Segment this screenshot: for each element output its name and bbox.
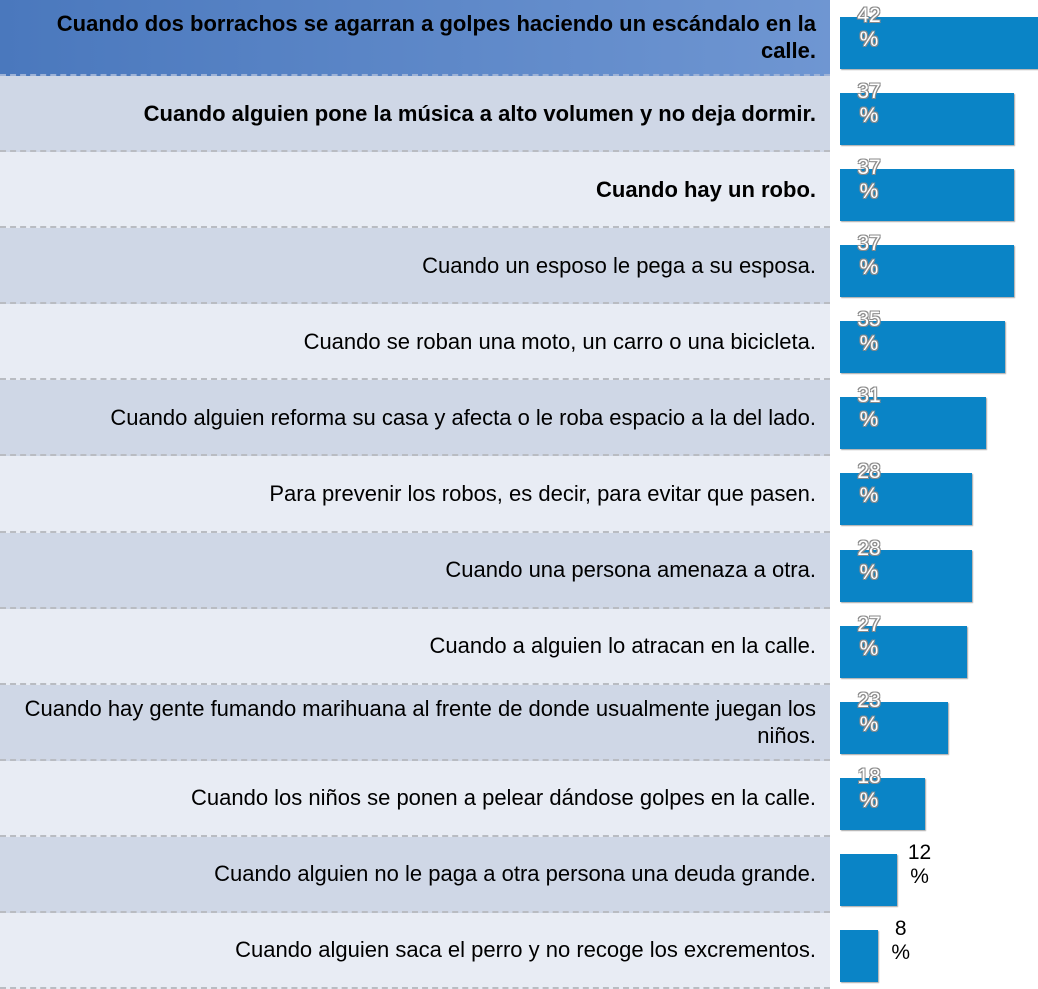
category-label: Cuando un esposo le pega a su esposa. [0, 228, 830, 305]
value-label: 18 % [857, 764, 881, 812]
category-label: Cuando a alguien lo atracan en la calle. [0, 608, 830, 685]
bar [840, 853, 897, 906]
bar [840, 321, 1005, 374]
value-label: 37 % [857, 232, 881, 280]
value-label: 37 % [857, 156, 881, 204]
bar [840, 397, 987, 450]
category-label: Cuando hay gente fumando marihuana al fr… [0, 684, 830, 761]
bar [840, 169, 1015, 222]
category-label: Cuando dos borrachos se agarran a golpes… [0, 0, 830, 77]
bar [840, 929, 878, 982]
bar [840, 549, 972, 602]
value-label: 27 % [857, 612, 881, 660]
category-label: Cuando los niños se ponen a pelear dándo… [0, 760, 830, 837]
value-label: 42 % [857, 4, 881, 51]
bar [840, 777, 925, 830]
value-label: 35 % [857, 308, 881, 356]
category-label: Cuando alguien reforma su casa y afecta … [0, 380, 830, 457]
category-label: Cuando alguien pone la música a alto vol… [0, 76, 830, 153]
bar [840, 473, 972, 526]
value-label: 12 % [907, 840, 932, 888]
bar [840, 17, 1038, 69]
value-label: 8 % [891, 916, 911, 964]
bar [840, 625, 968, 678]
category-label: Cuando hay un robo. [0, 152, 830, 229]
category-label: Cuando alguien saca el perro y no recoge… [0, 912, 830, 989]
category-label: Para prevenir los robos, es decir, para … [0, 456, 830, 533]
bar [840, 701, 949, 754]
category-label: Cuando alguien no le paga a otra persona… [0, 836, 830, 913]
category-label: Cuando se roban una moto, un carro o una… [0, 304, 830, 381]
bar [840, 245, 1015, 298]
value-label: 28 % [857, 460, 881, 508]
value-label: 31 % [857, 384, 881, 432]
value-label: 37 % [857, 80, 881, 128]
bar [840, 93, 1015, 146]
value-label: 23 % [857, 688, 881, 736]
value-label: 28 % [857, 536, 881, 584]
category-label: Cuando una persona amenaza a otra. [0, 532, 830, 609]
